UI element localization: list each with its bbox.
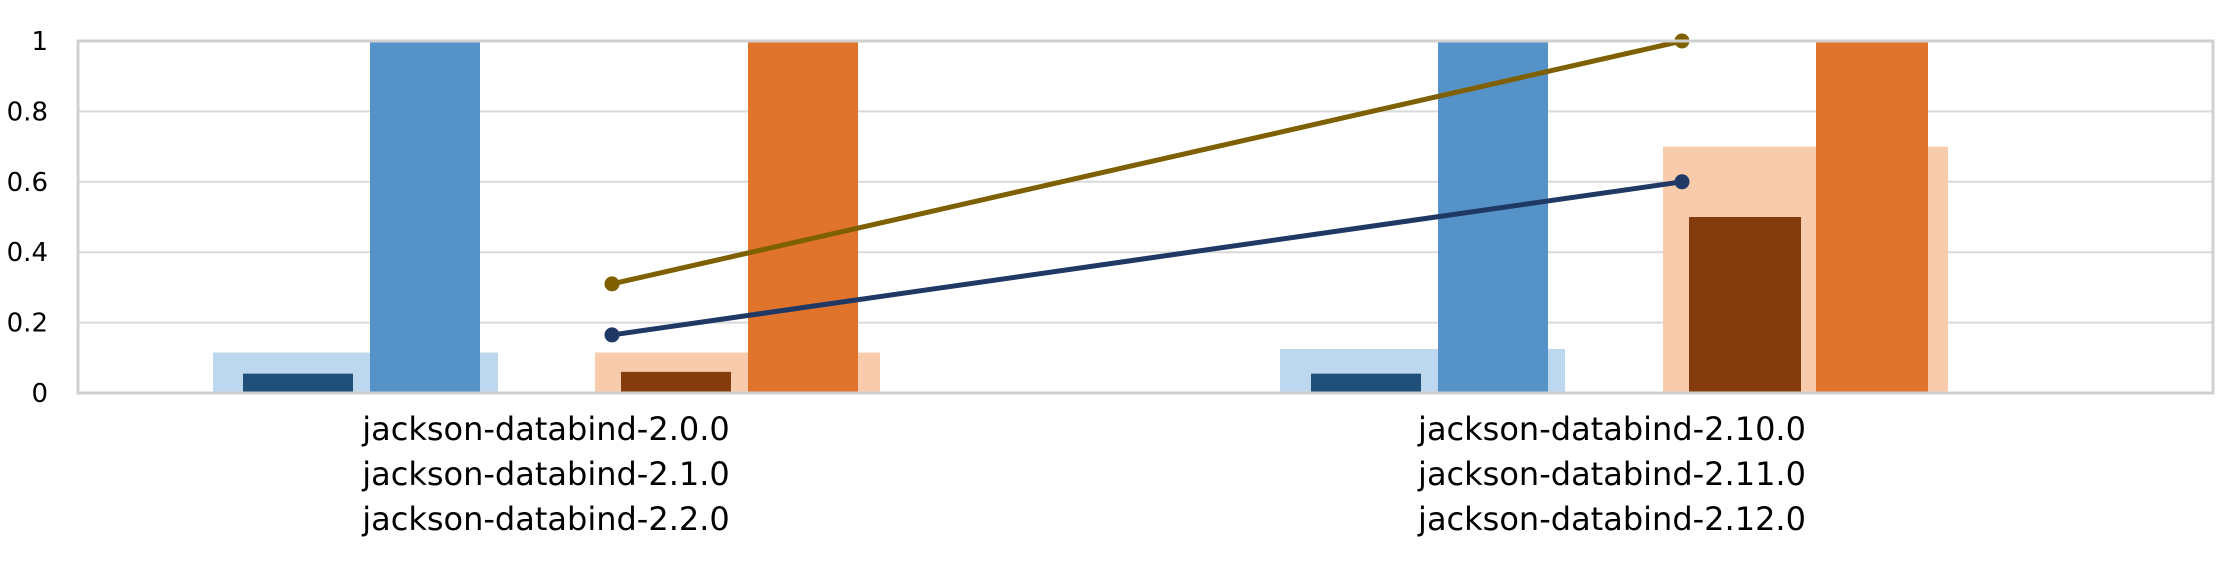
plot-frame [76, 39, 2215, 395]
y-axis-ticks: 0 0.2 0.4 0.6 0.8 1 [7, 27, 48, 409]
category-label: jackson-databind-2.10.0 [1417, 410, 1806, 448]
bar-dark-orange [621, 371, 731, 393]
bar-blue [370, 41, 480, 393]
category-label: jackson-databind-2.11.0 [1417, 455, 1806, 493]
y-tick-label: 0.4 [7, 238, 48, 268]
bar-dark-blue [1311, 373, 1421, 393]
series-point-2 [1674, 174, 1690, 190]
bar-dark-blue [243, 373, 353, 393]
y-tick-label: 0.2 [7, 309, 48, 339]
bar-orange [748, 41, 858, 393]
series-point-1 [604, 276, 620, 292]
series-line-2 [611, 179, 1683, 338]
bar-blue [1438, 41, 1548, 393]
y-tick-label: 0.8 [7, 97, 48, 127]
y-tick-label: 0 [31, 379, 48, 409]
bars [213, 41, 1948, 393]
category-label: jackson-databind-2.0.0 [361, 410, 730, 448]
bar-dark-orange [1689, 217, 1801, 393]
category-labels: jackson-databind-2.0.0 jackson-databind-2… [361, 410, 1806, 538]
y-tick-label: 1 [31, 27, 48, 57]
category-label: jackson-databind-2.1.0 [361, 455, 730, 493]
line-series [604, 33, 1690, 343]
series-line-1 [611, 38, 1683, 287]
bar-orange [1816, 41, 1928, 393]
category-label: jackson-databind-2.2.0 [361, 500, 730, 538]
category-label: jackson-databind-2.12.0 [1417, 500, 1806, 538]
y-tick-label: 0.6 [7, 168, 48, 198]
series-point-2 [604, 327, 620, 343]
